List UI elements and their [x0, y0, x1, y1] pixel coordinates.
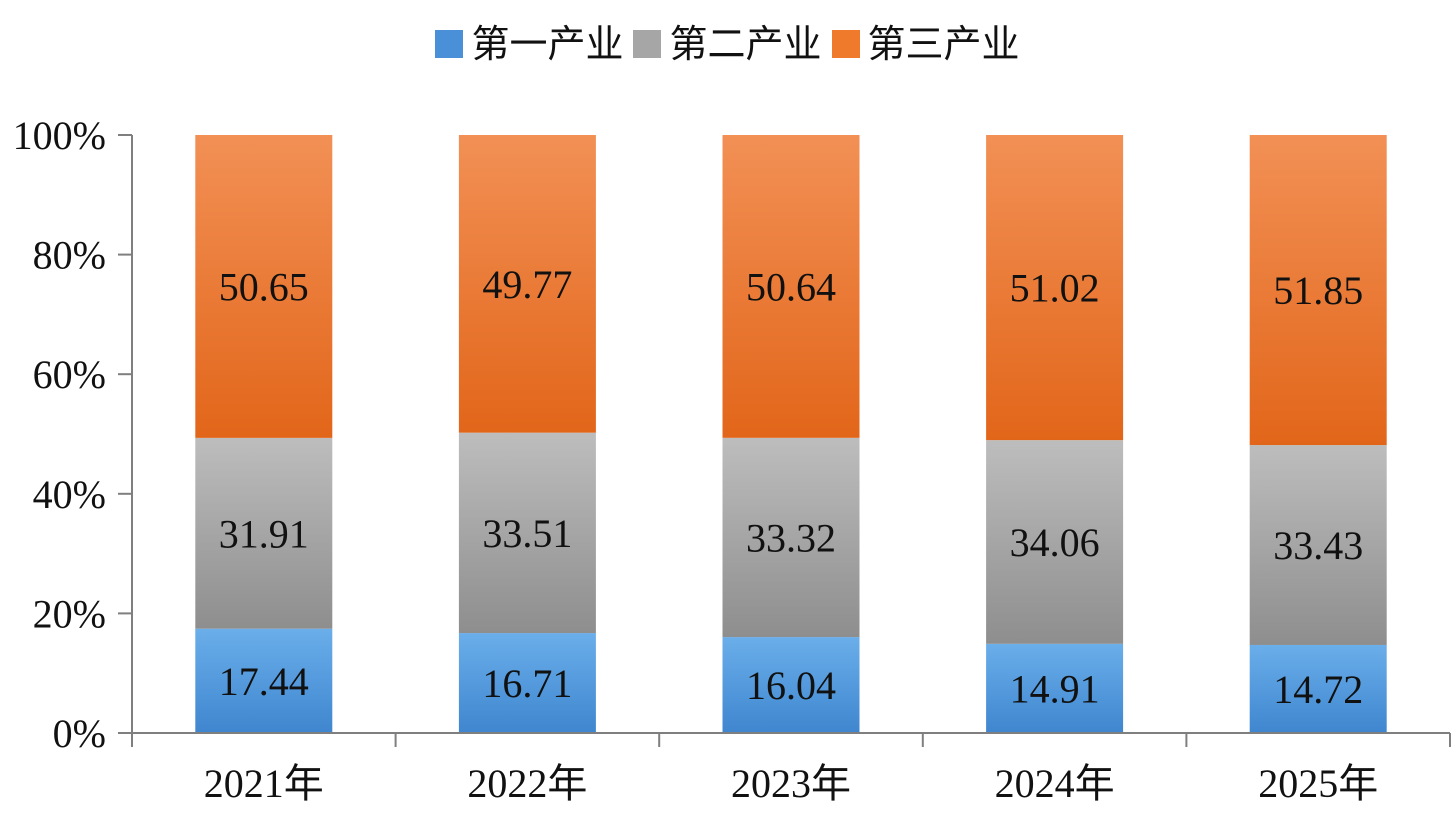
legend-label-primary: 第一产业 — [471, 22, 624, 66]
bar-segment-primary-2 — [458, 633, 596, 733]
y-tick-label: 40% — [33, 472, 106, 517]
data-label-primary-4: 14.91 — [1010, 666, 1100, 711]
data-labels-layer: 17.44 31.91 50.65 16.71 33.51 49.77 16.04 33.32… — [219, 262, 1363, 712]
data-label-secondary-5: 33.43 — [1273, 523, 1363, 568]
y-tick-label: 80% — [33, 233, 106, 278]
data-label-tertiary-4: 51.02 — [1010, 266, 1100, 311]
legend-swatch-primary — [435, 30, 464, 58]
data-label-primary-5: 14.72 — [1273, 667, 1363, 712]
data-label-tertiary-1: 50.65 — [219, 264, 309, 309]
bar-segment-tertiary-5 — [1249, 135, 1387, 446]
data-label-tertiary-2: 49.77 — [482, 262, 572, 307]
x-tick-label: 2021年 — [204, 761, 324, 806]
legend-label-secondary: 第二产业 — [669, 22, 822, 66]
bar-segment-primary-3 — [722, 637, 860, 733]
data-label-secondary-1: 31.91 — [219, 511, 309, 556]
bar-segment-secondary-3 — [722, 437, 860, 638]
bar-segment-tertiary-3 — [722, 135, 860, 438]
x-tick-label: 2024年 — [995, 761, 1115, 806]
bar-segment-primary-4 — [986, 643, 1124, 733]
y-tick-label: 100% — [13, 113, 106, 158]
x-tick-label: 2022年 — [467, 761, 587, 806]
bar-segment-tertiary-4 — [986, 135, 1124, 441]
x-tick-label: 2023年 — [731, 761, 851, 806]
y-tick-label: 20% — [33, 591, 106, 636]
legend-item-secondary: 第二产业 — [633, 22, 822, 66]
bar-segment-tertiary-1 — [195, 135, 333, 438]
axes-layer: 0% 20% 40% 60% 80% 100% 2021年 2022年 2023年 2024年 20… — [13, 113, 1451, 806]
legend-swatch-tertiary — [831, 30, 860, 58]
data-label-secondary-4: 34.06 — [1010, 520, 1100, 565]
bar-segment-secondary-2 — [458, 432, 596, 634]
legend-swatch-secondary — [633, 30, 662, 58]
data-label-tertiary-3: 50.64 — [746, 264, 836, 309]
data-label-secondary-2: 33.51 — [482, 511, 572, 556]
data-label-primary-3: 16.04 — [746, 663, 836, 708]
data-label-primary-1: 17.44 — [219, 659, 309, 704]
bar-segment-secondary-4 — [986, 440, 1124, 644]
bar-segment-tertiary-2 — [458, 135, 596, 433]
legend-label-tertiary: 第三产业 — [867, 22, 1020, 66]
bar-segment-secondary-1 — [195, 437, 333, 629]
legend-item-tertiary: 第三产业 — [831, 22, 1020, 66]
data-label-primary-2: 16.71 — [482, 661, 572, 706]
data-label-secondary-3: 33.32 — [746, 515, 836, 560]
chart-legend: 第一产业 第二产业 第三产业 — [0, 14, 1455, 74]
bar-segment-primary-5 — [1249, 644, 1387, 733]
data-label-tertiary-5: 51.85 — [1273, 268, 1363, 313]
legend-item-primary: 第一产业 — [435, 25, 623, 63]
x-tick-label: 2025年 — [1258, 761, 1378, 806]
bars-layer — [195, 135, 1387, 733]
y-tick-label: 60% — [33, 352, 106, 397]
bar-segment-secondary-5 — [1249, 445, 1387, 645]
bar-segment-primary-1 — [195, 628, 333, 733]
y-tick-label: 0% — [53, 711, 106, 756]
